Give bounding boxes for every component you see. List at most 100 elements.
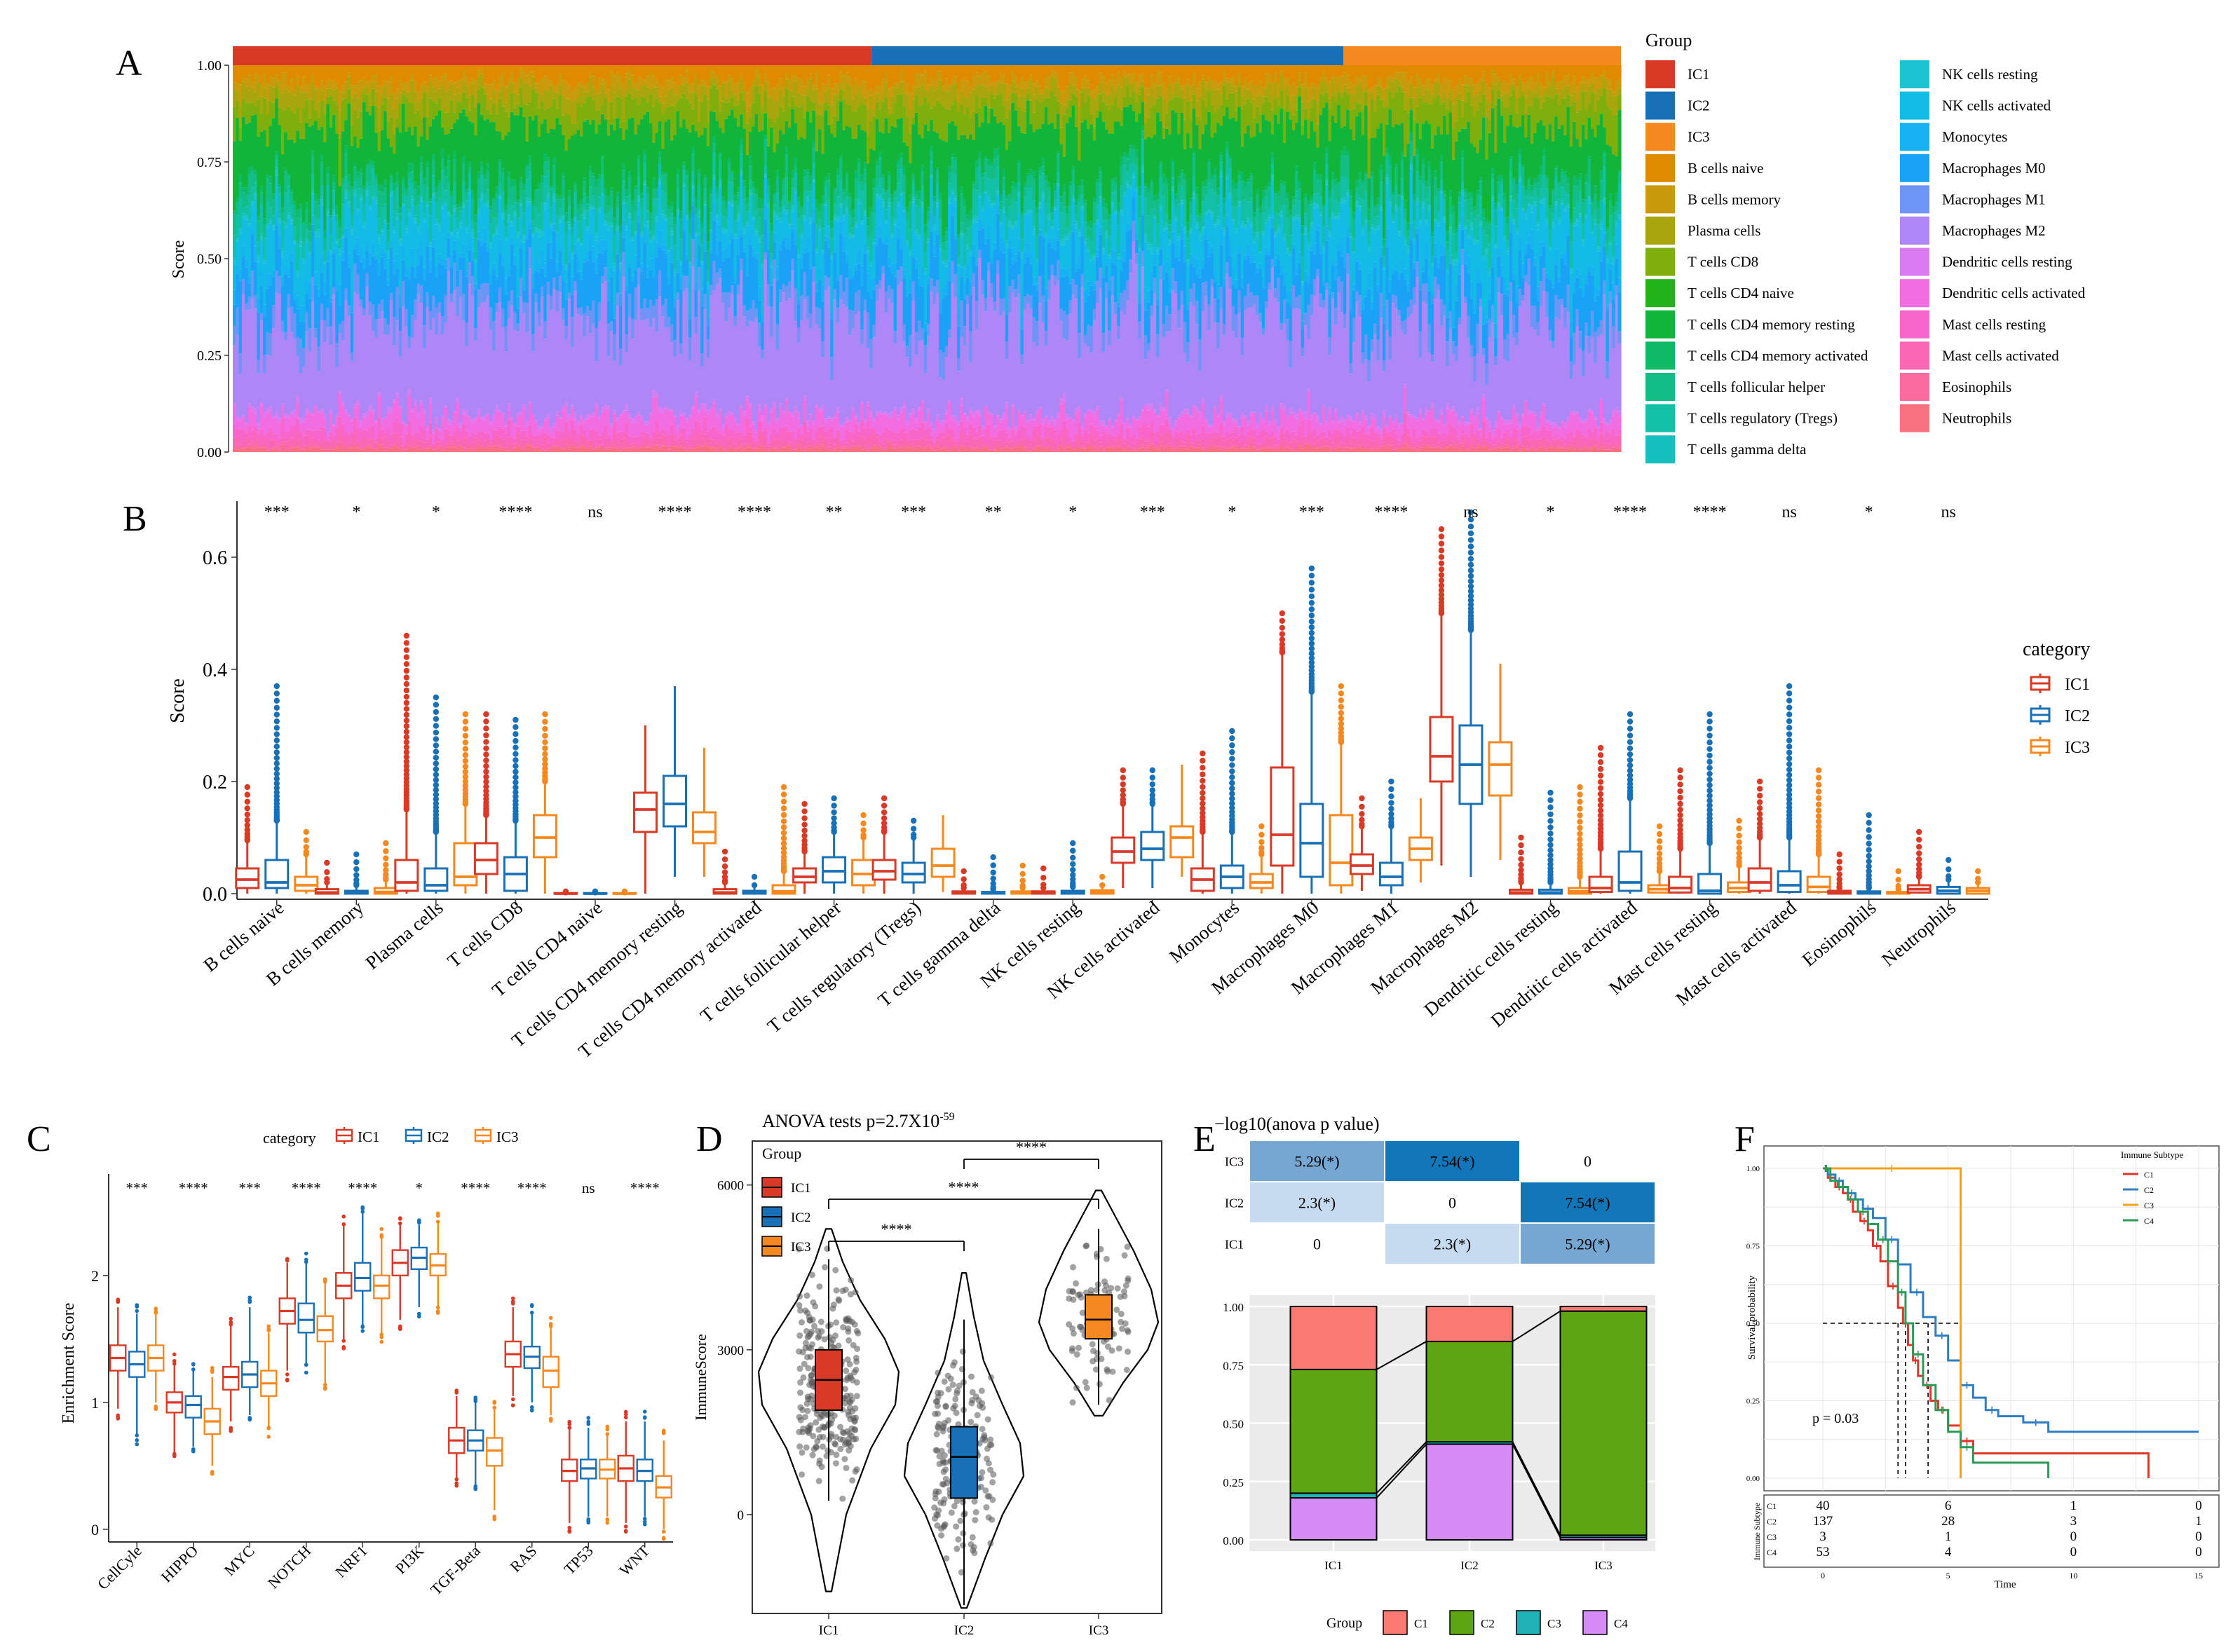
stack-segment — [869, 369, 874, 411]
stack-segment — [842, 130, 846, 190]
stack-segment — [627, 293, 632, 318]
stack-segment — [332, 294, 336, 425]
stack-segment — [631, 205, 635, 221]
stack-segment — [459, 112, 463, 203]
stack-segment — [731, 411, 735, 415]
stack-segment — [516, 308, 520, 324]
stack-segment — [271, 446, 276, 449]
stack-segment — [712, 447, 717, 452]
stack-segment — [531, 233, 536, 235]
stack-segment — [685, 449, 689, 451]
stack-segment — [869, 88, 874, 96]
panel-letter-e: E — [1193, 1119, 1216, 1159]
stack-segment — [332, 424, 336, 426]
stack-segment — [311, 81, 315, 101]
stack-segment — [637, 65, 641, 77]
stack-segment — [380, 247, 384, 257]
stack-segment — [531, 273, 536, 289]
stack-segment — [426, 307, 430, 426]
stack-segment — [782, 447, 786, 452]
stack-segment — [719, 179, 722, 182]
stack-segment — [625, 130, 629, 190]
stack-segment — [779, 222, 782, 243]
stack-segment — [389, 65, 393, 76]
stack-segment — [284, 449, 288, 451]
stack-segment — [453, 82, 457, 95]
stack-segment — [896, 440, 900, 446]
stack-segment — [398, 213, 402, 222]
stack-segment — [863, 449, 867, 452]
stack-segment — [775, 432, 780, 440]
stack-segment — [480, 193, 484, 196]
stack-segment — [377, 435, 381, 442]
stack-segment — [549, 258, 553, 296]
stack-segment — [670, 234, 674, 249]
stack-segment — [640, 441, 644, 446]
stack-segment — [567, 115, 571, 139]
stack-segment — [857, 311, 861, 423]
stack-segment — [583, 180, 587, 193]
stack-segment — [592, 449, 596, 452]
stack-segment — [386, 65, 391, 82]
stack-segment — [426, 449, 430, 452]
stack-segment — [423, 348, 427, 409]
stack-segment — [700, 446, 705, 447]
stack-segment — [350, 234, 354, 298]
stack-segment — [905, 240, 909, 242]
stack-segment — [881, 432, 885, 444]
stack-segment — [782, 65, 786, 86]
stack-segment — [474, 214, 478, 224]
stack-segment — [830, 252, 834, 256]
stack-segment — [426, 429, 430, 439]
stack-segment — [510, 226, 514, 240]
stack-segment — [416, 418, 421, 432]
stack-segment — [347, 315, 351, 414]
stack-segment — [667, 205, 671, 210]
stack-segment — [646, 266, 650, 278]
stack-segment — [395, 433, 400, 447]
stack-segment — [562, 198, 566, 216]
stack-segment — [414, 404, 418, 434]
stack-segment — [419, 196, 423, 202]
stack-segment — [338, 446, 342, 452]
stack-segment — [658, 449, 662, 452]
stack-segment — [453, 65, 457, 83]
stack-segment — [528, 163, 532, 172]
stack-segment — [740, 169, 744, 172]
stack-segment — [803, 177, 807, 192]
stack-segment — [474, 258, 478, 261]
stack-segment — [534, 257, 538, 271]
stack-segment — [247, 437, 252, 444]
panel-letter-f: F — [1735, 1119, 1755, 1159]
stack-segment — [393, 317, 397, 346]
stack-segment — [477, 210, 481, 214]
stack-segment — [573, 290, 578, 414]
stack-segment — [504, 433, 508, 444]
stack-segment — [278, 218, 282, 220]
stack-segment — [740, 114, 744, 139]
stack-segment — [878, 196, 883, 200]
stack-segment — [501, 106, 505, 140]
stack-segment — [335, 367, 339, 415]
stack-segment — [416, 92, 421, 102]
stack-segment — [233, 82, 236, 90]
stack-segment — [836, 433, 840, 445]
stack-segment — [241, 207, 245, 214]
stack-segment — [238, 183, 243, 200]
stack-segment — [803, 421, 807, 437]
stack-segment — [803, 436, 807, 448]
stack-segment — [775, 100, 780, 118]
stack-segment — [900, 169, 904, 193]
stack-segment — [513, 82, 517, 93]
stack-segment — [280, 419, 285, 438]
stack-segment — [419, 136, 423, 156]
stack-segment — [257, 428, 261, 435]
stack-segment — [721, 449, 726, 450]
stack-segment — [573, 217, 578, 218]
stack-segment — [703, 86, 707, 95]
stack-segment — [531, 76, 536, 90]
stack-segment — [673, 224, 677, 246]
stack-segment — [365, 273, 369, 287]
stack-segment — [854, 417, 858, 424]
stack-segment — [580, 205, 583, 215]
